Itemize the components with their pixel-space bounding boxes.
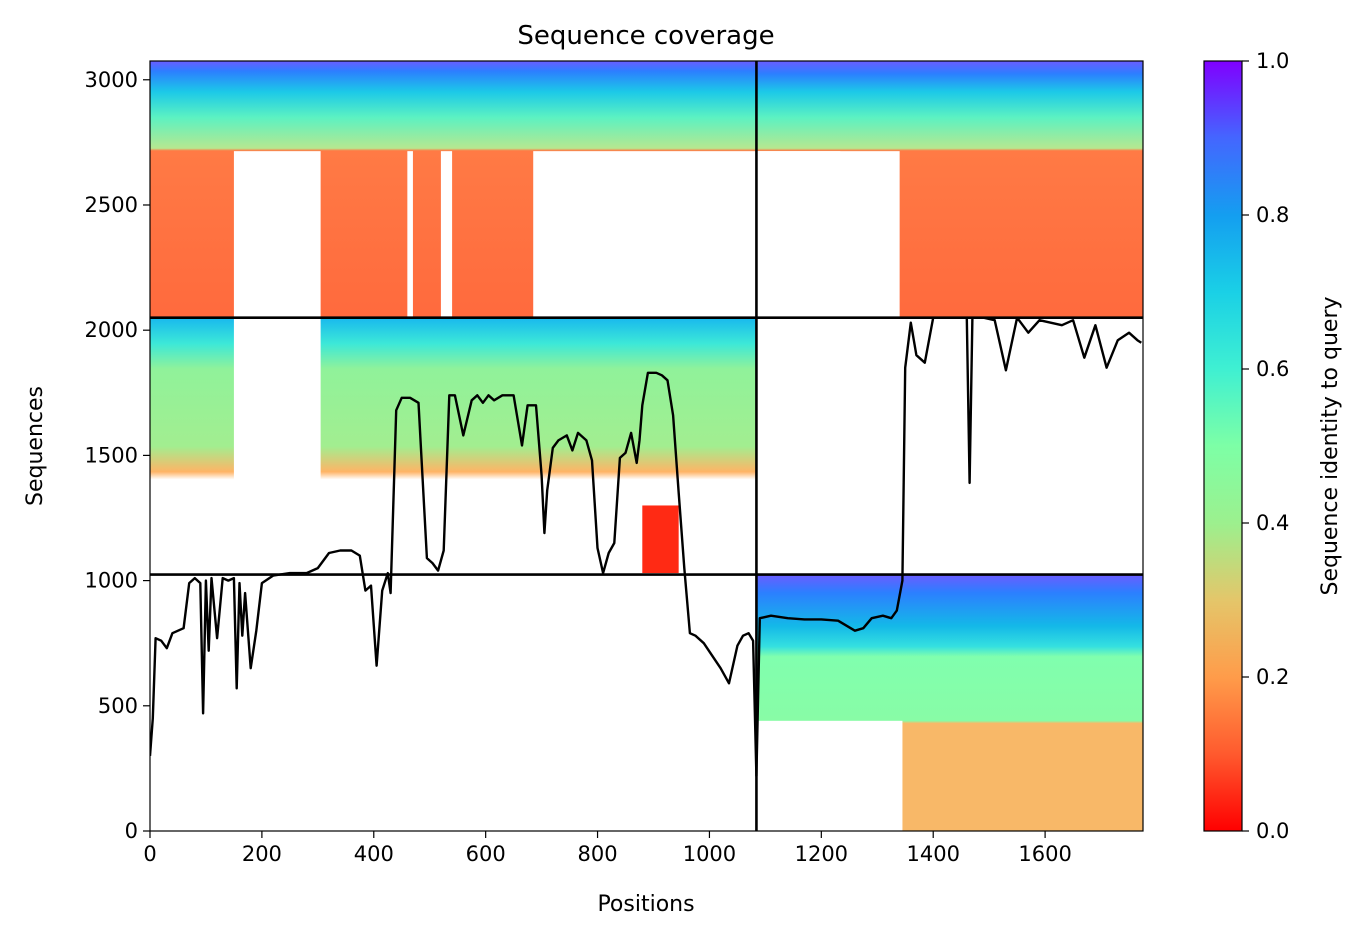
x-tick-label: 1400 (906, 842, 959, 866)
x-tick-label: 200 (242, 842, 282, 866)
colorbar-tick-label: 1.0 (1256, 49, 1289, 73)
chart-title: Sequence coverage (517, 21, 774, 51)
colorbar-tick-label: 0.6 (1256, 357, 1289, 381)
msa-gap (440, 151, 453, 318)
x-tick-label: 800 (578, 842, 618, 866)
msa-gap (533, 151, 757, 318)
y-axis: 0 500 1000 1500 2000 2500 3000 (85, 68, 150, 843)
colorbar-tick-label: 0.8 (1256, 203, 1289, 227)
msa-gap (407, 151, 413, 318)
x-tick-label: 400 (354, 842, 394, 866)
y-axis-label: Sequences (23, 386, 48, 506)
y-tick-label: 1500 (85, 443, 138, 467)
x-tick-label: 0 (143, 842, 156, 866)
x-tick-label: 600 (466, 842, 506, 866)
msa-gap (233, 151, 321, 769)
y-tick-label: 1000 (85, 569, 138, 593)
colorbar-label: Sequence identity to query (1318, 296, 1343, 595)
x-tick-label: 1000 (683, 842, 736, 866)
x-axis-label: Positions (597, 892, 694, 917)
y-tick-label: 3000 (85, 68, 138, 92)
x-tick-label: 1200 (795, 842, 848, 866)
colorbar-frame (1203, 60, 1243, 832)
x-axis: 0 200 400 600 800 1000 1200 1400 1600 (143, 831, 1072, 866)
y-tick-label: 0 (125, 819, 138, 843)
y-tick-label: 2000 (85, 318, 138, 342)
y-tick-label: 500 (98, 694, 138, 718)
msa-gap (756, 151, 900, 318)
msa-gap (756, 720, 903, 831)
colorbar-tick-label: 0.4 (1256, 511, 1289, 535)
colorbar: 0.0 0.2 0.4 0.6 0.8 1.0 Sequence identity to … (1203, 49, 1343, 843)
y-tick-label: 2500 (85, 193, 138, 217)
msa-low-identity-patch (642, 505, 679, 574)
plot-frame (149, 60, 1144, 832)
x-tick-label: 1600 (1018, 842, 1071, 866)
plot-area (150, 61, 1143, 831)
colorbar-gradient (1204, 61, 1242, 831)
coverage-line (150, 316, 1142, 778)
colorbar-tick-label: 0.0 (1256, 819, 1289, 843)
colorbar-tick-label: 0.2 (1256, 665, 1289, 689)
